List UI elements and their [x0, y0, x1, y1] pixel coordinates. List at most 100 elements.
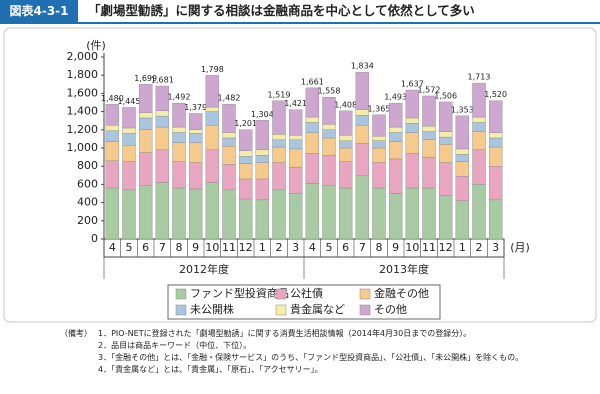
total-label: 1,699 [134, 74, 157, 83]
bar-segment [488, 132, 503, 139]
bar-segment [455, 200, 470, 240]
total-label: 1,379 [184, 103, 207, 112]
legend-label: 金融その他 [374, 286, 429, 300]
bar-segment [422, 95, 436, 127]
bar-segment [305, 183, 320, 240]
bar-segment [455, 115, 470, 150]
bar-segment [138, 84, 153, 113]
bar-segment [438, 162, 453, 196]
year-label: 2012年度 [179, 262, 229, 276]
header: 図表4-3-1 「劇場型勧誘」に関する相談は金融商品を中心として依然として多い [0, 0, 600, 24]
bar-segment [422, 156, 436, 189]
total-label: 1,492 [168, 93, 191, 102]
bar-segment [188, 113, 203, 131]
bar-segment [238, 150, 253, 157]
total-label: 1,482 [218, 94, 241, 103]
bar-segment [272, 134, 286, 141]
bar-segment [322, 124, 336, 130]
bar-segment [288, 109, 303, 136]
total-label: 1,304 [251, 110, 274, 119]
x-tick-label: 4 [109, 241, 116, 254]
x-tick-label: 3 [292, 241, 299, 254]
bar-segment [472, 184, 486, 240]
y-unit: (件) [86, 39, 106, 52]
bar-segment [488, 146, 503, 167]
bar-segment [472, 82, 486, 118]
bar-segment [288, 139, 303, 150]
notes-items: 1．PIO-NETに登録された「劇場型勧誘」に関する消費生活相談情報（2014年… [98, 328, 582, 376]
total-label: 1,681 [151, 76, 174, 85]
bar-segment [372, 162, 386, 189]
note-item: 4．「貴金属など」とは、「貴金属」、「原石」、「アクセサリー」。 [98, 365, 323, 374]
bar-segment [255, 149, 270, 156]
bar-segment [388, 193, 403, 240]
x-tick-label: 7 [359, 241, 366, 254]
bar-segment [105, 130, 120, 142]
x-tick-label: 1 [459, 241, 466, 254]
y-tick-label: 1,200 [67, 123, 99, 136]
bar-segment [222, 103, 236, 133]
bar-segment [338, 187, 353, 240]
bar-segment [372, 140, 386, 149]
bar-segment [172, 187, 186, 240]
chart-frame [3, 27, 597, 323]
total-label: 1,506 [434, 91, 457, 100]
bar-segment [438, 101, 453, 132]
legend-label: 貴金属など [290, 302, 345, 316]
bar-segment [172, 103, 186, 128]
bar-segment [222, 145, 236, 165]
x-tick-label: 5 [326, 241, 333, 254]
x-tick-label: 6 [142, 241, 149, 254]
x-tick-label: 12 [239, 241, 253, 254]
bar-segment [288, 135, 303, 141]
bar-segment [188, 162, 203, 190]
x-tick-label: 8 [376, 241, 383, 254]
bar-segment [222, 132, 236, 139]
bar-segment [105, 104, 120, 126]
bar-segment [355, 143, 370, 176]
total-label: 1,661 [301, 77, 324, 86]
bar-segment [272, 146, 286, 163]
bar-segment [172, 161, 186, 189]
bar-segment [155, 182, 170, 240]
bar-segment [388, 102, 403, 128]
y-tick-label: 600 [77, 177, 98, 190]
total-label: 1,353 [451, 105, 474, 114]
bar-segment [355, 71, 370, 110]
bar-segment [305, 153, 320, 184]
x-tick-label: 1 [259, 241, 266, 254]
bar-segment [405, 123, 420, 133]
x-tick-label: 8 [176, 241, 183, 254]
y-tick-label: 400 [77, 196, 98, 209]
bar-segment [388, 158, 403, 194]
bar-segment [305, 116, 320, 123]
legend-label: 未公開株 [190, 302, 234, 316]
bar-segment [205, 75, 220, 108]
y-tick-label: 1,600 [67, 86, 99, 99]
bar-segment [205, 182, 220, 240]
x-tick-label: 9 [392, 241, 399, 254]
bar-segment [155, 115, 170, 128]
bar-segment [338, 110, 353, 136]
x-tick-label: 2 [276, 241, 283, 254]
bar-segment [255, 199, 270, 240]
bar-segment [472, 149, 486, 185]
bar-segment [488, 100, 503, 133]
bar-segment [455, 148, 470, 155]
chart: (件) (月) 0 200 400 600 800 1,000 1,200 1,400 1,60… [3, 27, 597, 323]
bar-segment [205, 111, 220, 126]
bar-segment [288, 166, 303, 194]
bar-segment [138, 112, 153, 119]
bar-segment [372, 114, 386, 137]
bar-segment [372, 147, 386, 163]
x-tick-label: 7 [159, 241, 166, 254]
bar-segment [255, 162, 270, 180]
note-item: 2．品目は商品キーワード（中位、下位）。 [98, 341, 252, 350]
bar-segment [305, 87, 320, 118]
bar-segment [238, 155, 253, 164]
legend-label: その他 [374, 303, 407, 316]
bar-segment [472, 131, 486, 151]
bar-segment [122, 161, 136, 191]
x-tick-label: 12 [439, 241, 453, 254]
bar-segment [455, 154, 470, 162]
